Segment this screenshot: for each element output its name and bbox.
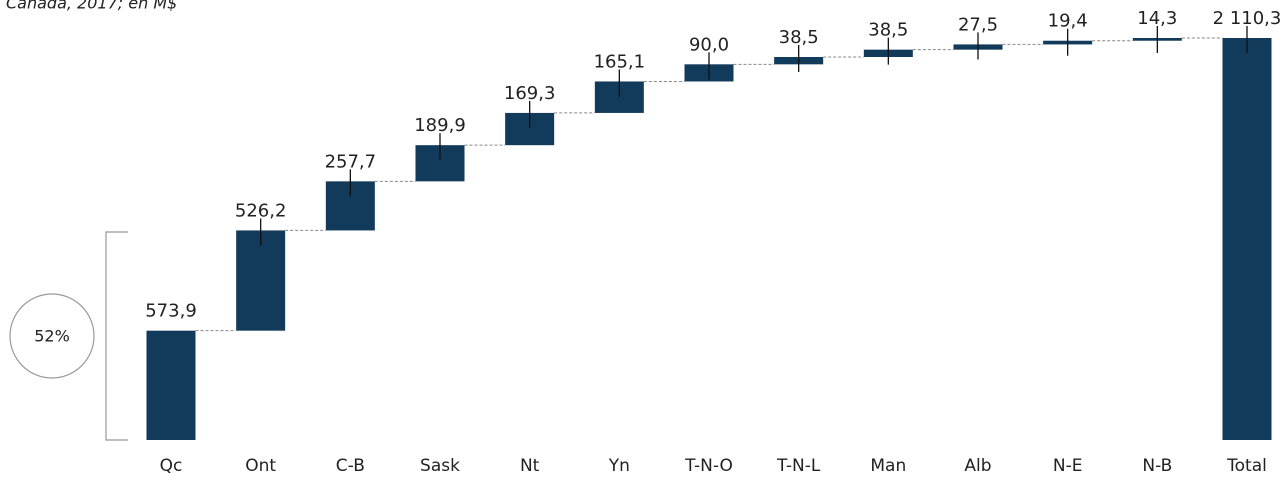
- value-label: 19,4: [1048, 11, 1088, 32]
- annotation: 52%: [34, 327, 70, 346]
- bar: [146, 330, 196, 440]
- brace: [105, 231, 128, 441]
- value-label: 14,3: [1137, 8, 1177, 29]
- x-tick-label: T-N-L: [776, 456, 821, 476]
- bar: [1222, 38, 1272, 440]
- value-label: 169,3: [504, 83, 556, 104]
- value-label: 526,2: [235, 200, 287, 221]
- x-tick-label: Total: [1226, 456, 1267, 476]
- x-tick-label: Ont: [245, 456, 276, 476]
- x-tick-label: Qc: [160, 456, 183, 476]
- value-label: 189,9: [414, 115, 466, 136]
- value-label: 573,9: [145, 301, 197, 322]
- value-label: 90,0: [689, 34, 729, 55]
- x-tick-label: Yn: [608, 456, 630, 476]
- chart-subtitle: Canada, 2017; en M$: [6, 0, 177, 13]
- x-tick-label: Sask: [420, 456, 460, 476]
- value-label: 38,5: [868, 20, 908, 41]
- x-tick-label: C-B: [336, 456, 365, 476]
- value-label: 257,7: [325, 151, 377, 172]
- bar: [236, 230, 286, 331]
- x-tick-label: T-N-O: [684, 456, 733, 476]
- x-tick-label: N-B: [1142, 456, 1172, 476]
- annotation-circle: [9, 293, 95, 379]
- x-tick-label: Nt: [520, 456, 540, 476]
- value-label: 2 110,3: [1213, 8, 1282, 29]
- value-label: 27,5: [958, 14, 998, 35]
- x-tick-label: N-E: [1053, 456, 1083, 476]
- x-tick-label: Man: [870, 456, 906, 476]
- value-label: 38,5: [779, 27, 819, 48]
- value-label: 165,1: [594, 51, 646, 72]
- x-tick-label: Alb: [964, 456, 991, 476]
